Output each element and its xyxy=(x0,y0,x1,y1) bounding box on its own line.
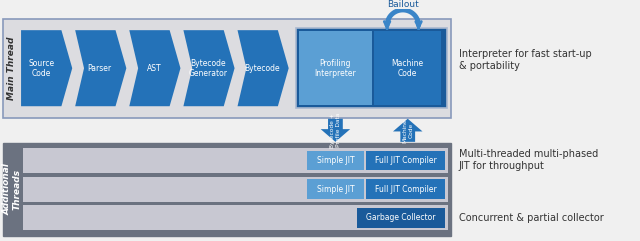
Text: Bytecode: Bytecode xyxy=(244,64,280,73)
Polygon shape xyxy=(321,119,350,142)
Text: Machine
Code: Machine Code xyxy=(392,59,424,78)
Text: Bailout: Bailout xyxy=(387,0,419,9)
Bar xyxy=(3,19,451,118)
Text: Bytecode
Generator: Bytecode Generator xyxy=(189,59,227,78)
Text: Additional
Threads: Additional Threads xyxy=(3,163,22,215)
Text: Full JIT Compiler: Full JIT Compiler xyxy=(375,156,436,165)
Bar xyxy=(23,148,448,173)
Text: Simple JIT: Simple JIT xyxy=(317,185,355,194)
Polygon shape xyxy=(184,30,235,106)
Text: Source
Code: Source Code xyxy=(28,59,54,78)
Bar xyxy=(307,151,364,170)
Bar xyxy=(374,31,441,105)
Bar xyxy=(356,208,445,228)
Bar xyxy=(307,179,364,199)
Text: Parser: Parser xyxy=(88,64,112,73)
Polygon shape xyxy=(21,30,72,106)
Bar xyxy=(23,205,448,230)
Polygon shape xyxy=(129,30,180,106)
Text: Garbage Collector: Garbage Collector xyxy=(366,213,436,222)
Text: Bytecode +
Profile Data: Bytecode + Profile Data xyxy=(330,113,341,148)
Bar xyxy=(23,176,448,201)
Polygon shape xyxy=(75,30,126,106)
Text: Simple JIT: Simple JIT xyxy=(317,156,355,165)
Bar xyxy=(3,143,451,236)
Text: Machine
Code: Machine Code xyxy=(403,118,413,143)
Bar xyxy=(296,28,447,108)
Text: AST: AST xyxy=(147,64,161,73)
Bar xyxy=(367,179,445,199)
Text: Multi-threaded multi-phased
JIT for throughput: Multi-threaded multi-phased JIT for thro… xyxy=(459,149,598,171)
Text: Profiling
Interpreter: Profiling Interpreter xyxy=(314,59,356,78)
Text: Full JIT Compiler: Full JIT Compiler xyxy=(375,185,436,194)
Text: Interpreter for fast start-up
& portability: Interpreter for fast start-up & portabil… xyxy=(459,49,591,71)
Text: Concurrent & partial collector: Concurrent & partial collector xyxy=(459,213,604,223)
Polygon shape xyxy=(393,119,422,142)
Bar xyxy=(367,151,445,170)
Bar xyxy=(298,31,372,105)
Text: Main Thread: Main Thread xyxy=(7,36,16,100)
Polygon shape xyxy=(237,30,289,106)
